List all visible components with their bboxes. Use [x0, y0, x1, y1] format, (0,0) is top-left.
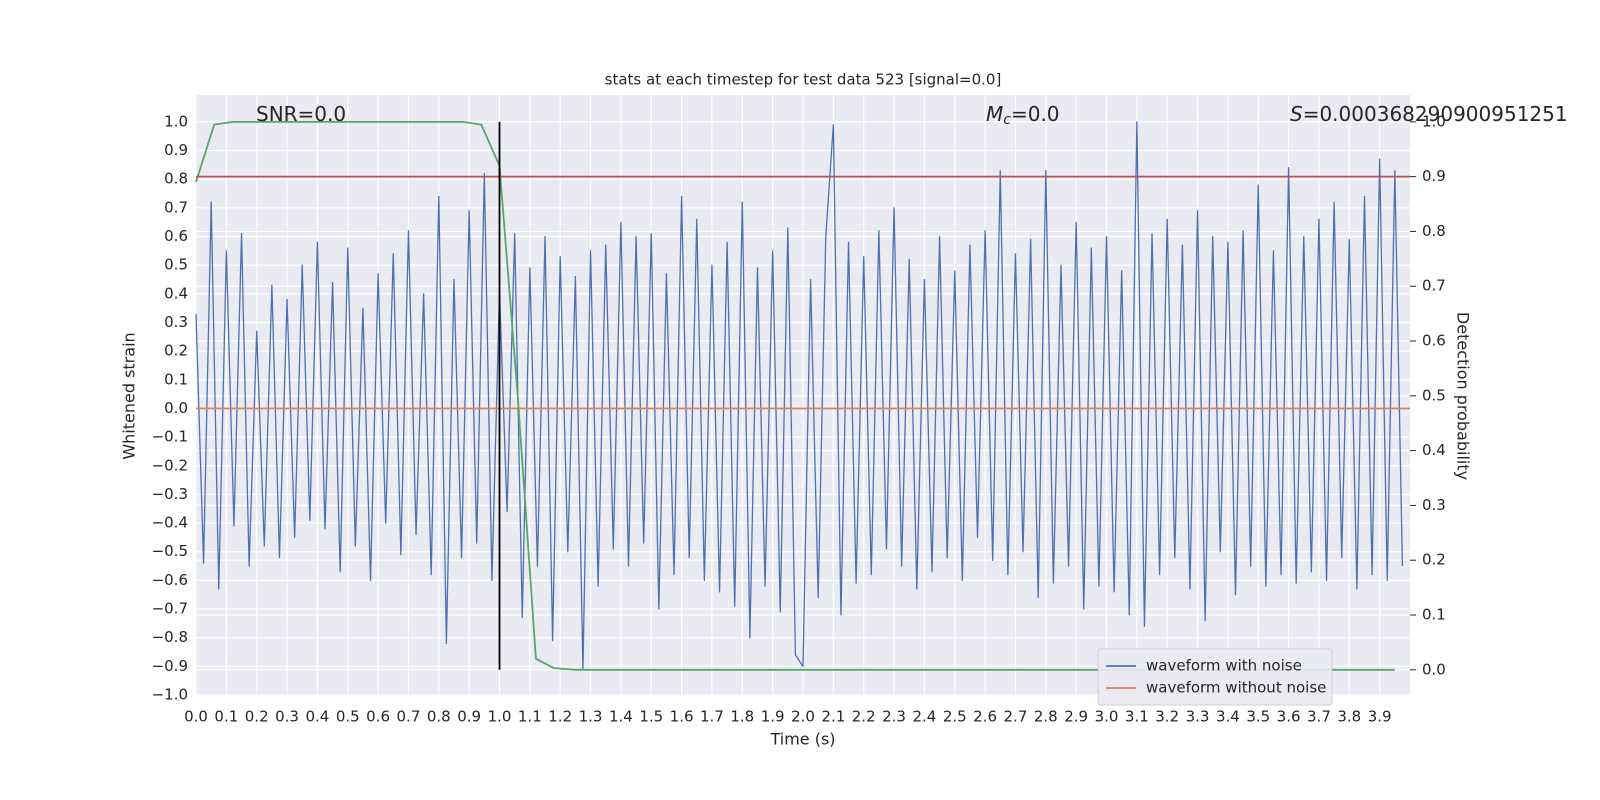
y-tick-label: −0.7 [152, 600, 188, 618]
y-tick-label: 0.6 [164, 227, 188, 245]
x-tick-label: 0.4 [305, 708, 329, 726]
legend-label: waveform without noise [1146, 679, 1326, 697]
x-tick-label: 3.1 [1125, 708, 1149, 726]
x-tick-label: 2.3 [882, 708, 906, 726]
x-tick-label: 3.8 [1337, 708, 1361, 726]
y2-tick-label: 1.0 [1422, 112, 1446, 130]
x-tick-label: 0.8 [427, 708, 451, 726]
annotation: S=0.000368290900951251 [1290, 102, 1568, 126]
y2-tick-label: 0.7 [1422, 277, 1446, 295]
y-tick-label: 0.3 [164, 313, 188, 331]
x-tick-label: 3.4 [1216, 708, 1240, 726]
x-tick-label: 2.8 [1034, 708, 1058, 726]
x-tick-label: 1.2 [548, 708, 572, 726]
y2-tick-label: 0.9 [1422, 167, 1446, 185]
y2-tick-label: 0.6 [1422, 332, 1446, 350]
y-tick-label: −0.5 [152, 542, 188, 560]
x-tick-label: 0.2 [245, 708, 269, 726]
series-line [195, 121, 1404, 670]
legend-box [1097, 648, 1333, 706]
y-tick-label: 0.7 [164, 198, 188, 216]
x-axis-label: Time (s) [769, 730, 835, 749]
y2-tick-label: 0.1 [1422, 606, 1446, 624]
x-tick-label: 1.5 [639, 708, 663, 726]
x-tick-label: 2.0 [791, 708, 815, 726]
y2-tick-label: 0.4 [1422, 441, 1446, 459]
x-tick-label: 1.0 [488, 708, 512, 726]
y2-axis-label: Detection probability [1454, 312, 1473, 480]
legend-label: waveform with noise [1146, 657, 1302, 675]
y-tick-label: 0.5 [164, 256, 188, 274]
x-tick-label: 3.0 [1095, 708, 1119, 726]
y-tick-label: −0.6 [152, 571, 188, 589]
x-tick-label: 0.6 [366, 708, 390, 726]
y-tick-label: 1.0 [164, 112, 188, 130]
x-tick-label: 2.6 [973, 708, 997, 726]
y-tick-label: 0.8 [164, 170, 188, 188]
annotation-text: =0.0 [1011, 102, 1060, 126]
annotation-text: SNR=0.0 [256, 102, 346, 126]
x-tick-label: 2.4 [912, 708, 936, 726]
y-tick-label: 0.0 [164, 399, 188, 417]
x-tick-label: 3.6 [1277, 708, 1301, 726]
x-tick-label: 2.7 [1004, 708, 1028, 726]
annotation: SNR=0.0 [256, 102, 346, 126]
annotation-symbol: S [1290, 102, 1303, 126]
x-tick-label: 0.3 [275, 708, 299, 726]
x-tick-label: 3.2 [1155, 708, 1179, 726]
y2-tick-label: 0.3 [1422, 496, 1446, 514]
x-tick-label: 2.5 [943, 708, 967, 726]
x-tick-label: 2.2 [852, 708, 876, 726]
y-tick-label: 0.2 [164, 342, 188, 360]
chart-title: stats at each timestep for test data 523… [605, 71, 1002, 89]
x-tick-label: 1.3 [579, 708, 603, 726]
y-tick-label: −0.9 [152, 657, 188, 675]
y-tick-label: −0.4 [152, 514, 188, 532]
annotation-text: =0.000368290900951251 [1303, 102, 1568, 126]
annotation-subscript: c [1003, 112, 1011, 128]
x-tick-label: 3.7 [1307, 708, 1331, 726]
annotation-symbol: M [986, 102, 1003, 126]
x-tick-label: 0.9 [457, 708, 481, 726]
y-tick-label: 0.1 [164, 370, 188, 388]
y-tick-label: −0.1 [152, 428, 188, 446]
x-tick-label: 1.7 [700, 708, 724, 726]
y-tick-label: 0.9 [164, 141, 188, 159]
annotation: Mc=0.0 [986, 102, 1060, 129]
y-tick-label: −0.3 [152, 485, 188, 503]
y-tick-label: −1.0 [152, 686, 188, 704]
y2-tick-label: 0.5 [1422, 386, 1446, 404]
x-tick-label: 1.4 [609, 708, 633, 726]
y-tick-label: −0.2 [152, 456, 188, 474]
x-tick-label: 0.0 [184, 708, 208, 726]
x-tick-label: 1.9 [761, 708, 785, 726]
x-tick-label: 2.1 [821, 708, 845, 726]
y-tick-label: −0.8 [152, 628, 188, 646]
x-tick-label: 1.8 [730, 708, 754, 726]
x-tick-label: 1.1 [518, 708, 542, 726]
x-tick-label: 0.5 [336, 708, 360, 726]
y-tick-label: 0.4 [164, 284, 188, 302]
x-tick-label: 0.7 [397, 708, 421, 726]
x-tick-label: 1.6 [670, 708, 694, 726]
x-tick-label: 3.3 [1186, 708, 1210, 726]
x-tick-label: 3.5 [1246, 708, 1270, 726]
x-tick-label: 0.1 [214, 708, 238, 726]
x-tick-label: 3.9 [1368, 708, 1392, 726]
y2-tick-label: 0.0 [1422, 660, 1446, 678]
y2-tick-label: 0.2 [1422, 551, 1446, 569]
y-axis-label: Whitened strain [120, 332, 139, 459]
y2-tick-label: 0.8 [1422, 222, 1446, 240]
x-tick-label: 2.9 [1064, 708, 1088, 726]
